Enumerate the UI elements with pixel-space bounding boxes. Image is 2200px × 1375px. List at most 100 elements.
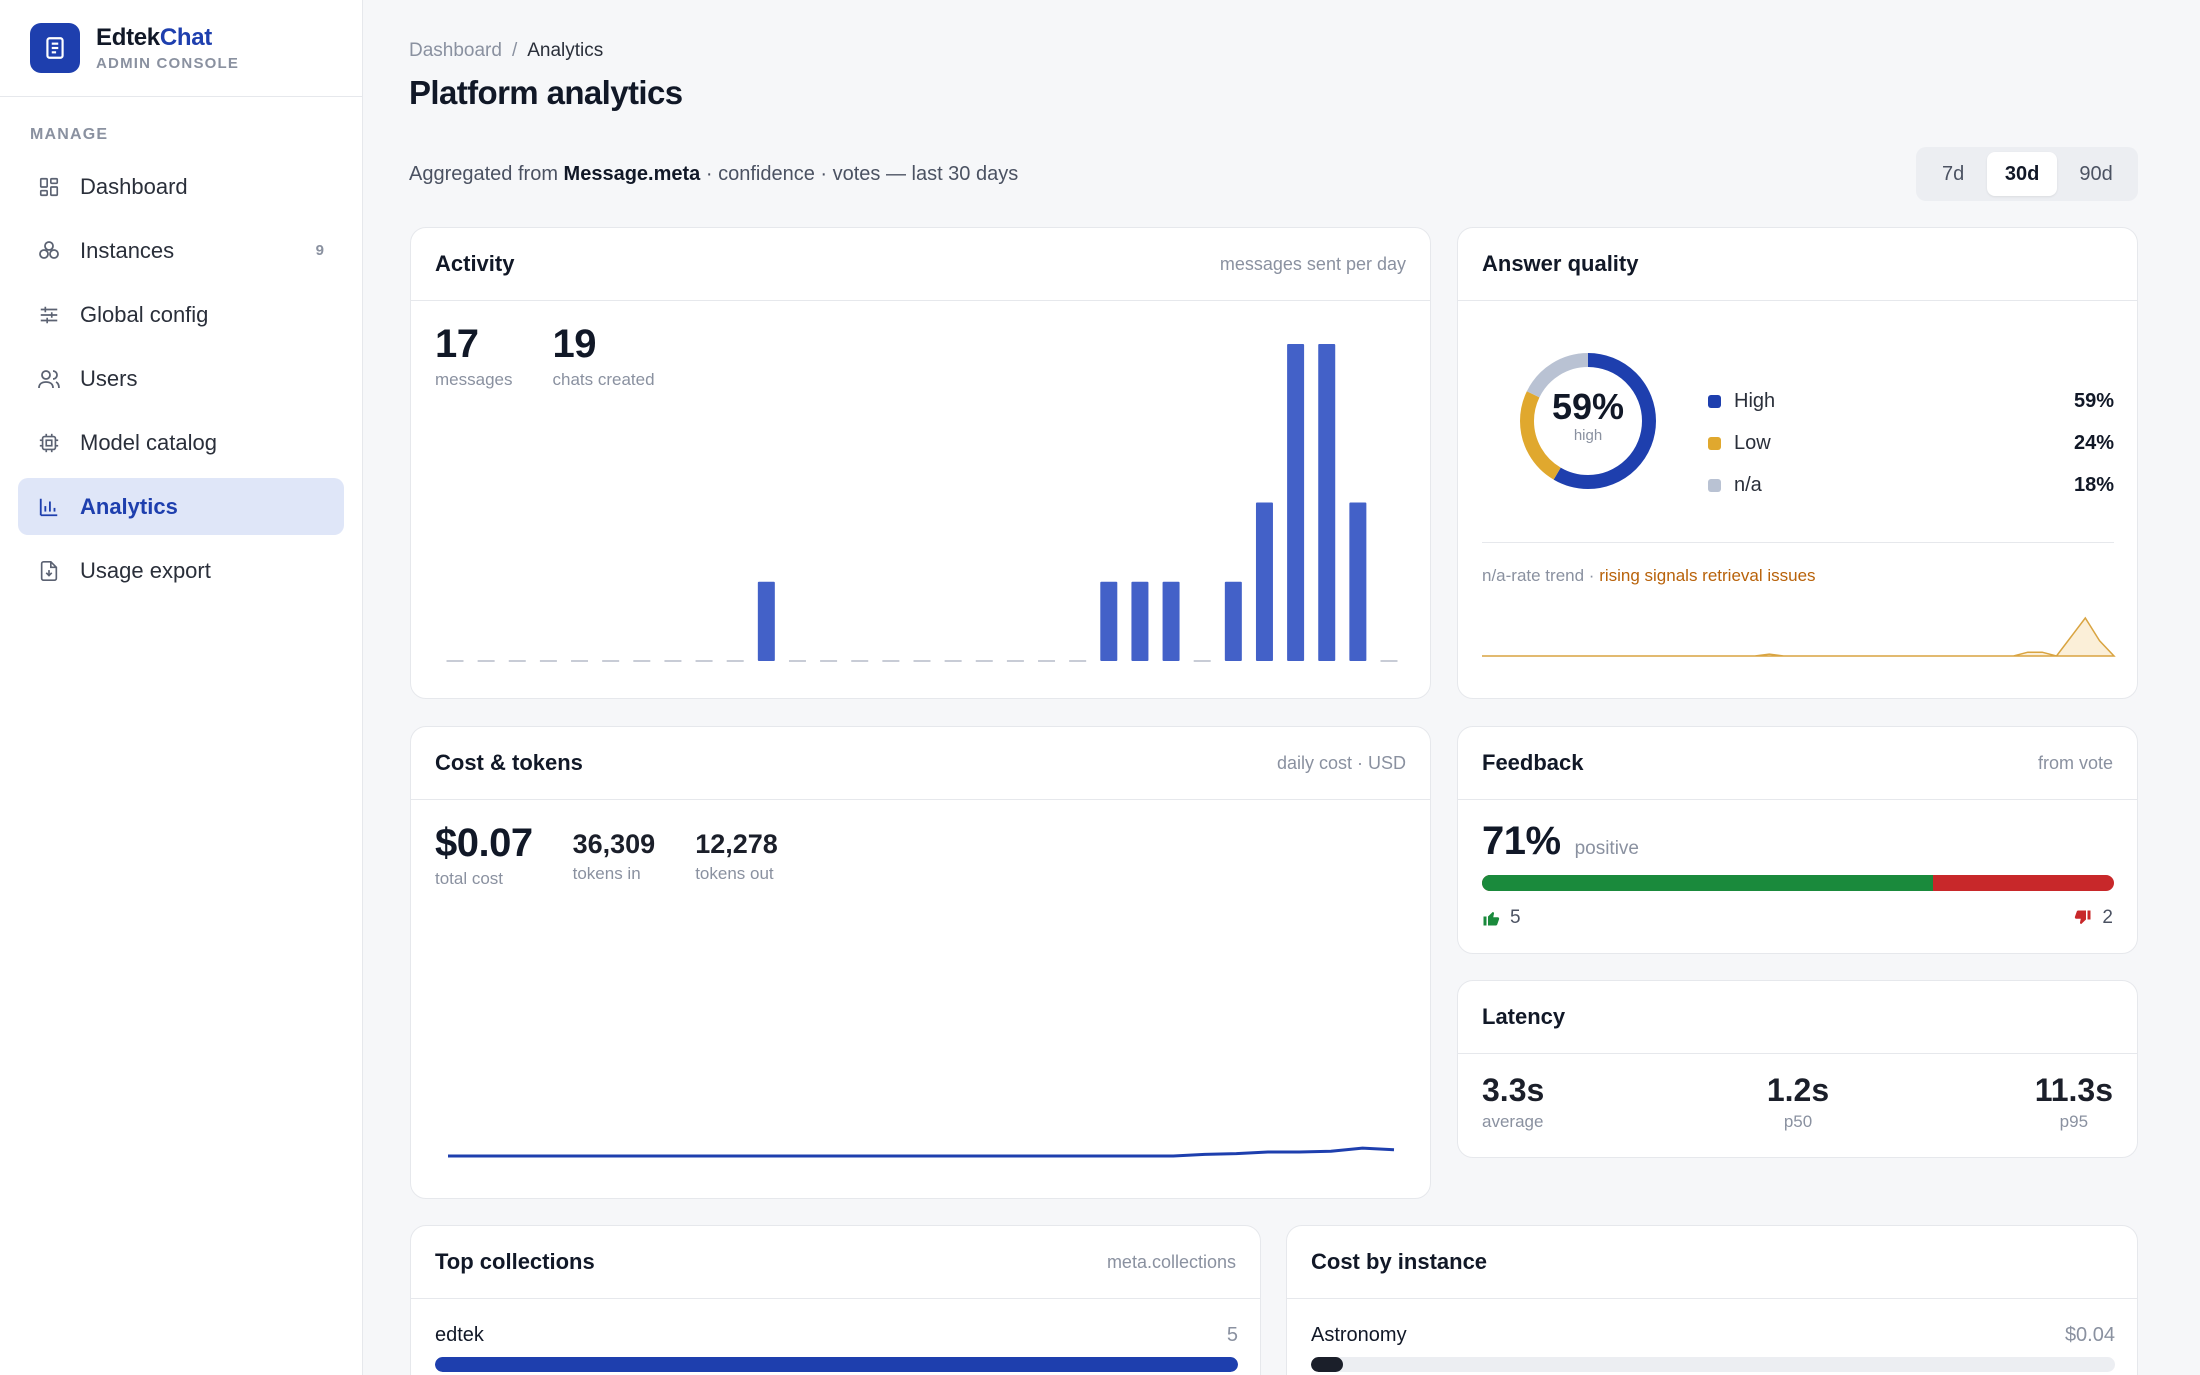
tokens-in-label: tokens in	[572, 864, 641, 883]
feedback-ratio-bar	[1482, 875, 2114, 891]
feedback-percent-label: positive	[1574, 838, 1639, 859]
downvote-count: 2	[2074, 907, 2113, 929]
donut-slice-low	[1520, 353, 1656, 489]
users-icon	[36, 366, 62, 392]
latency-p95-label: p95	[2059, 1112, 2089, 1131]
breadcrumb-link-dashboard[interactable]: Dashboard	[409, 40, 502, 61]
legend-item-high: High 59%	[1708, 380, 2114, 422]
total-cost-label: total cost	[435, 869, 504, 888]
latency-average-stat: 3.3s average	[1482, 1074, 1544, 1132]
cost-tokens-card: Cost & tokens daily cost · USD $0.07 tot…	[410, 726, 1431, 1199]
latency-p95-value: 11.3s	[2034, 1072, 2113, 1108]
sidebar-item-label: Global config	[80, 301, 209, 327]
instance-cost: $0.04	[2064, 1324, 2115, 1346]
sidebar-item-label: Dashboard	[80, 173, 188, 199]
cubes-icon	[36, 238, 62, 264]
feedback-positive-segment	[1482, 875, 1934, 891]
donut-center: 59% high	[1508, 386, 1668, 445]
activity-bar	[1224, 581, 1242, 661]
quality-legend: High 59% Low 24% n/a 18%	[1708, 380, 2114, 506]
brand[interactable]: EdtekChat ADMIN CONSOLE	[0, 0, 362, 97]
legend-swatch	[1708, 478, 1721, 492]
legend-label: n/a	[1734, 473, 1762, 496]
instances-count-badge: 9	[315, 242, 324, 259]
range-button-30d[interactable]: 30d	[1987, 152, 2058, 196]
messages-stat: 17 messages	[435, 324, 512, 390]
brand-name: EdtekChat	[96, 24, 212, 51]
legend-swatch	[1708, 394, 1721, 408]
collection-name: edtek	[435, 1324, 484, 1346]
cpu-icon	[36, 430, 62, 456]
collection-row[interactable]: edtek 5	[435, 1324, 1238, 1372]
latency-p50-value: 1.2s	[1766, 1072, 1830, 1108]
card-title: Answer quality	[1482, 251, 1639, 276]
messages-label: messages	[435, 370, 513, 389]
sidebar-item-label: Analytics	[80, 493, 178, 519]
activity-bar-empty	[664, 660, 682, 662]
sidebar-item-dashboard[interactable]: Dashboard	[18, 158, 344, 215]
brand-logo-icon	[30, 23, 80, 73]
bar-chart-icon	[36, 494, 62, 520]
donut-center-label: high	[1573, 427, 1603, 444]
sidebar-item-users[interactable]: Users	[18, 350, 344, 407]
card-title: Feedback	[1482, 750, 1584, 775]
sidebar-item-usage-export[interactable]: Usage export	[18, 542, 344, 599]
breadcrumb: Dashboard / Analytics	[409, 40, 603, 62]
card-note: messages sent per day	[1219, 253, 1406, 274]
tokens-in-value: 36,309	[572, 829, 656, 859]
activity-bar	[1255, 502, 1273, 661]
card-note: from vote	[2037, 752, 2113, 773]
thumbs-up-icon	[1483, 912, 1500, 926]
sidebar-item-label: Usage export	[80, 557, 211, 583]
legend-item-low: Low 24%	[1708, 422, 2114, 464]
card-title: Top collections	[435, 1249, 595, 1274]
collection-bar-fill	[435, 1357, 1238, 1372]
activity-bar-empty	[508, 660, 526, 662]
donut-slice-na	[1520, 353, 1656, 489]
legend-item-na: n/a 18%	[1708, 464, 2114, 506]
latency-p95-stat: 11.3s p95	[2035, 1074, 2113, 1132]
thumbs-down-icon	[2075, 910, 2091, 924]
range-button-90d[interactable]: 90d	[2079, 162, 2113, 185]
feedback-card: Feedback from vote 71% positive 5 2	[1457, 726, 2138, 954]
legend-value: 18%	[2073, 473, 2114, 496]
cost-line	[448, 1146, 1395, 1158]
sidebar-item-model-catalog[interactable]: Model catalog	[18, 414, 344, 471]
total-cost-value: $0.07	[435, 821, 533, 865]
page-subtitle: Aggregated from Message.meta · confidenc…	[409, 163, 1019, 185]
sidebar-item-label: Users	[80, 365, 138, 391]
cost-by-instance-card: Cost by instance Astronomy $0.04	[1286, 1225, 2138, 1375]
sidebar-item-global-config[interactable]: Global config	[18, 286, 344, 343]
sidebar-item-label: Model catalog	[80, 429, 217, 455]
answer-quality-card: Answer quality 59% high High 59% Low 24%…	[1457, 227, 2138, 699]
card-note: meta.collections	[1106, 1251, 1236, 1272]
page-title: Platform analytics	[409, 74, 683, 111]
card-note: daily cost · USD	[1276, 752, 1406, 773]
upvote-count: 5	[1482, 907, 1521, 929]
latency-card: Latency 3.3s average 1.2s p50 11.3s p95	[1457, 980, 2138, 1158]
grid-icon	[36, 174, 62, 200]
range-button-7d[interactable]: 7d	[1941, 162, 1965, 185]
chats-value: 19	[552, 322, 596, 366]
activity-bar-empty	[477, 660, 495, 662]
instance-bar-track	[1311, 1357, 2115, 1372]
collection-count: 5	[1226, 1324, 1238, 1346]
breadcrumb-separator: /	[511, 40, 518, 61]
chats-label: chats created	[552, 370, 655, 389]
activity-bar-empty	[602, 660, 620, 662]
activity-bar-empty	[539, 660, 557, 662]
feedback-percent: 71%	[1482, 819, 1561, 863]
activity-bar-empty	[1006, 660, 1024, 662]
sidebar-item-analytics[interactable]: Analytics	[18, 478, 344, 535]
file-download-icon	[36, 558, 62, 584]
legend-swatch	[1708, 436, 1721, 450]
donut-center-value: 59%	[1551, 386, 1625, 427]
activity-bar-empty	[820, 660, 838, 662]
sidebar-item-instances[interactable]: Instances 9	[18, 222, 344, 279]
trend-warning: rising signals retrieval issues	[1599, 566, 1816, 585]
instance-cost-row[interactable]: Astronomy $0.04	[1311, 1324, 2115, 1372]
activity-bar-empty	[975, 660, 993, 662]
daily-cost-line-chart	[448, 1146, 1395, 1158]
legend-label: Low	[1734, 431, 1771, 454]
activity-bar-empty	[695, 660, 713, 662]
